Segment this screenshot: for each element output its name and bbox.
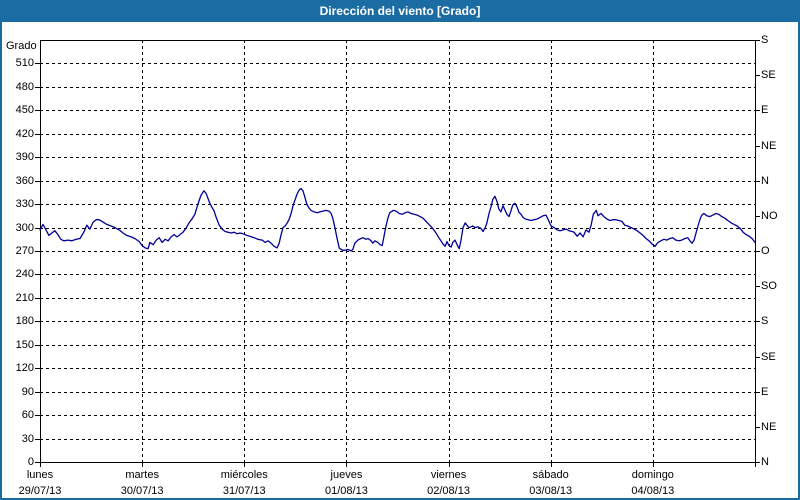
window-titlebar: Dirección del viento [Grado] [0,0,800,22]
window-title: Dirección del viento [Grado] [319,4,481,18]
wind-direction-line [39,187,756,252]
y-axis-title: Grado [6,40,37,52]
